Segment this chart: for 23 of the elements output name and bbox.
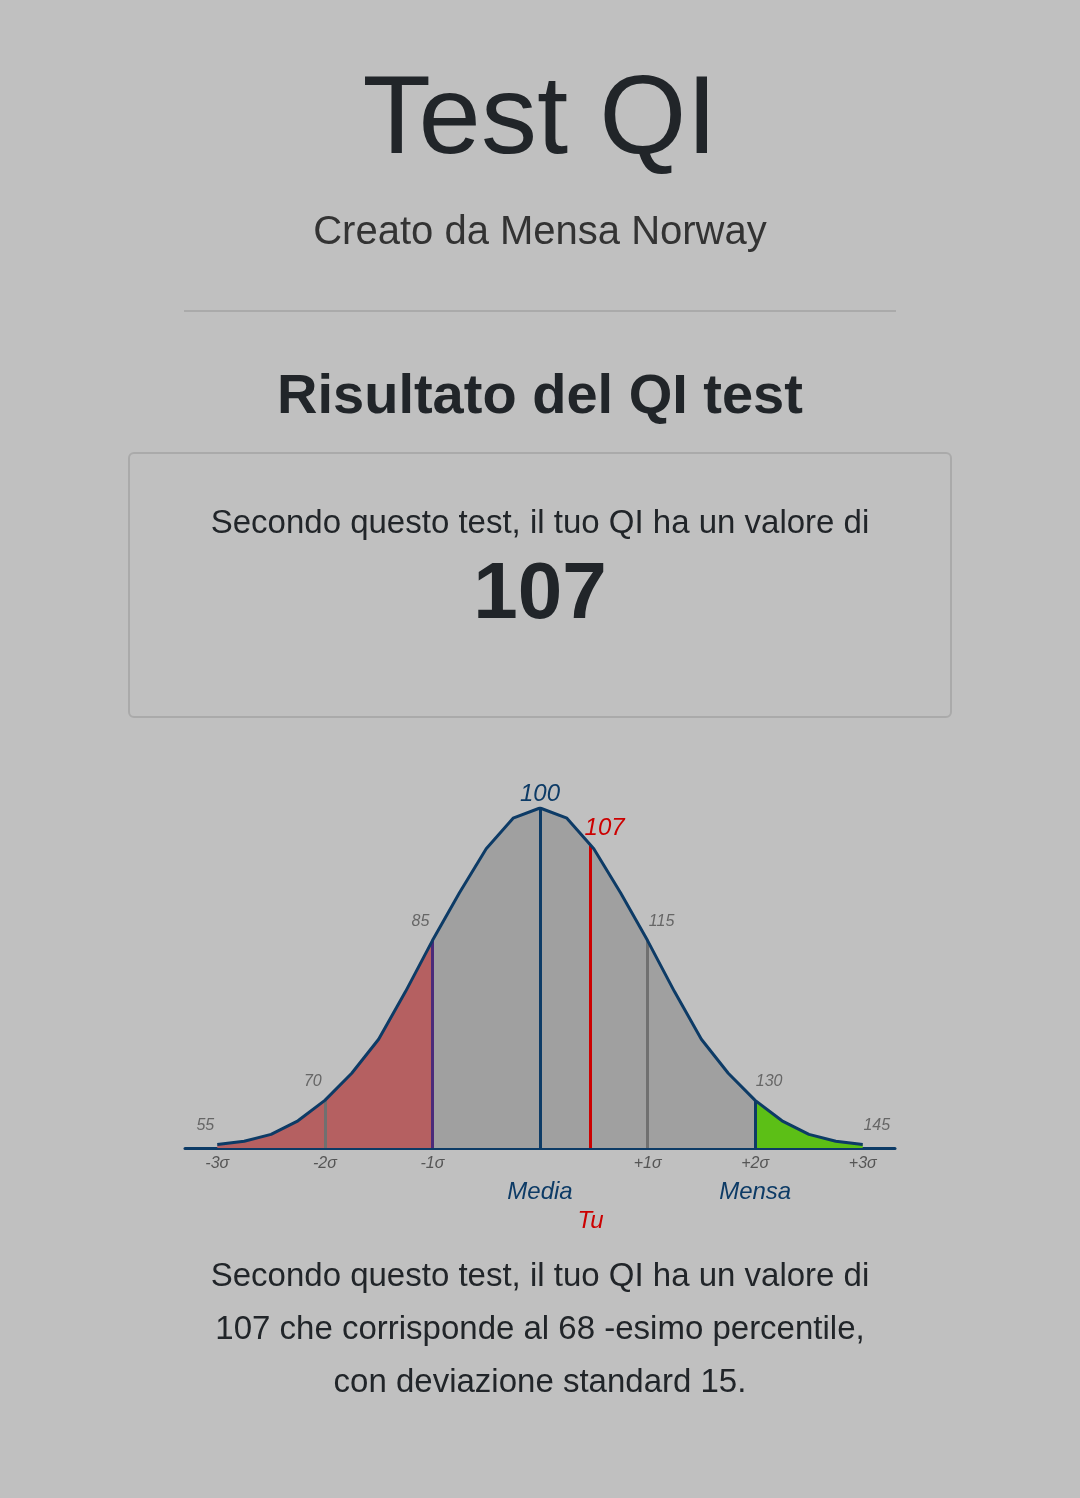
x-tick-label: +3σ [848, 1153, 879, 1171]
text: Secondo questo test, il tuo QI ha un valore di 107 che corrisponde al 68 -esimo percentile, con deviazione standard 15. [209, 1255, 871, 1401]
x-tick-label: -1σ [420, 1153, 446, 1171]
x-tick-label: +2σ [741, 1153, 771, 1171]
annotation: 85 [411, 912, 430, 930]
text: 107 [472, 546, 608, 636]
x-tick-label: -3σ [205, 1153, 231, 1171]
ref-line-label: Mensa [719, 1176, 792, 1204]
chart-subtitle: Creato da Mensa Norway [312, 207, 768, 254]
x-tick-label: -2σ [312, 1153, 339, 1171]
x-tick-label: +1σ [633, 1153, 663, 1171]
text: Secondo questo test, il tuo QI ha un valore di [209, 502, 871, 542]
annotation: 107 [584, 812, 627, 840]
annotation: 100 [519, 778, 561, 806]
annotation: 115 [648, 912, 675, 930]
annotation: 145 [863, 1116, 891, 1134]
ref-line-label: Tu [577, 1205, 604, 1233]
ref-line-label: Media [507, 1176, 573, 1204]
annotation: 55 [196, 1116, 215, 1134]
text: Risultato del QI test [276, 362, 804, 426]
chart-title: Test QI [361, 51, 719, 179]
annotation: 130 [755, 1071, 783, 1089]
annotation: 70 [303, 1071, 322, 1089]
